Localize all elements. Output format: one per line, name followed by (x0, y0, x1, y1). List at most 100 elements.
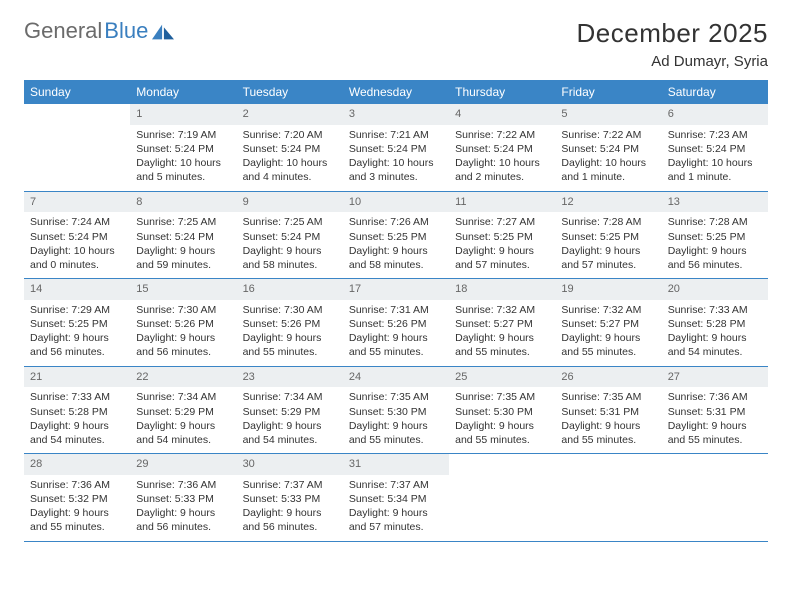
sunrise-text: Sunrise: 7:33 AM (668, 303, 762, 317)
day-info: Sunrise: 7:35 AMSunset: 5:30 PMDaylight:… (343, 387, 449, 453)
sunset-text: Sunset: 5:24 PM (561, 142, 655, 156)
calendar-day: 1Sunrise: 7:19 AMSunset: 5:24 PMDaylight… (130, 104, 236, 191)
sunset-text: Sunset: 5:26 PM (136, 317, 230, 331)
daylight-text: Daylight: 10 hours and 1 minute. (561, 156, 655, 184)
day-info: Sunrise: 7:36 AMSunset: 5:32 PMDaylight:… (24, 475, 130, 541)
calendar-day: 22Sunrise: 7:34 AMSunset: 5:29 PMDayligh… (130, 367, 236, 454)
daylight-text: Daylight: 9 hours and 55 minutes. (668, 419, 762, 447)
day-number: 18 (449, 279, 555, 300)
day-info: Sunrise: 7:32 AMSunset: 5:27 PMDaylight:… (555, 300, 661, 366)
day-info: Sunrise: 7:30 AMSunset: 5:26 PMDaylight:… (130, 300, 236, 366)
daylight-text: Daylight: 9 hours and 58 minutes. (243, 244, 337, 272)
day-number: 29 (130, 454, 236, 475)
day-info: Sunrise: 7:29 AMSunset: 5:25 PMDaylight:… (24, 300, 130, 366)
sunrise-text: Sunrise: 7:31 AM (349, 303, 443, 317)
calendar-body: 1Sunrise: 7:19 AMSunset: 5:24 PMDaylight… (24, 104, 768, 542)
daylight-text: Daylight: 10 hours and 2 minutes. (455, 156, 549, 184)
sunset-text: Sunset: 5:25 PM (455, 230, 549, 244)
daylight-text: Daylight: 9 hours and 55 minutes. (30, 506, 124, 534)
calendar-day: 14Sunrise: 7:29 AMSunset: 5:25 PMDayligh… (24, 279, 130, 366)
calendar-day: 5Sunrise: 7:22 AMSunset: 5:24 PMDaylight… (555, 104, 661, 191)
calendar-day: 16Sunrise: 7:30 AMSunset: 5:26 PMDayligh… (237, 279, 343, 366)
calendar-day: 17Sunrise: 7:31 AMSunset: 5:26 PMDayligh… (343, 279, 449, 366)
sunset-text: Sunset: 5:24 PM (136, 230, 230, 244)
day-info: Sunrise: 7:28 AMSunset: 5:25 PMDaylight:… (555, 212, 661, 278)
daylight-text: Daylight: 10 hours and 4 minutes. (243, 156, 337, 184)
daylight-text: Daylight: 9 hours and 56 minutes. (30, 331, 124, 359)
dayhead-monday: Monday (130, 80, 236, 104)
sunset-text: Sunset: 5:26 PM (349, 317, 443, 331)
sunrise-text: Sunrise: 7:35 AM (349, 390, 443, 404)
day-info: Sunrise: 7:31 AMSunset: 5:26 PMDaylight:… (343, 300, 449, 366)
calendar-day: 18Sunrise: 7:32 AMSunset: 5:27 PMDayligh… (449, 279, 555, 366)
calendar-day: 7Sunrise: 7:24 AMSunset: 5:24 PMDaylight… (24, 192, 130, 279)
sunrise-text: Sunrise: 7:35 AM (561, 390, 655, 404)
calendar-week: 21Sunrise: 7:33 AMSunset: 5:28 PMDayligh… (24, 367, 768, 455)
sunset-text: Sunset: 5:24 PM (668, 142, 762, 156)
dayhead-sunday: Sunday (24, 80, 130, 104)
sunset-text: Sunset: 5:27 PM (561, 317, 655, 331)
day-number: 8 (130, 192, 236, 213)
day-info: Sunrise: 7:30 AMSunset: 5:26 PMDaylight:… (237, 300, 343, 366)
calendar-day: 3Sunrise: 7:21 AMSunset: 5:24 PMDaylight… (343, 104, 449, 191)
day-info: Sunrise: 7:36 AMSunset: 5:31 PMDaylight:… (662, 387, 768, 453)
day-number: 12 (555, 192, 661, 213)
brand-logo: GeneralBlue (24, 18, 174, 44)
sunrise-text: Sunrise: 7:34 AM (136, 390, 230, 404)
sunrise-text: Sunrise: 7:26 AM (349, 215, 443, 229)
brand-part1: General (24, 18, 102, 44)
day-number: 20 (662, 279, 768, 300)
calendar-day: 2Sunrise: 7:20 AMSunset: 5:24 PMDaylight… (237, 104, 343, 191)
calendar-day (662, 454, 768, 541)
daylight-text: Daylight: 10 hours and 3 minutes. (349, 156, 443, 184)
day-info: Sunrise: 7:25 AMSunset: 5:24 PMDaylight:… (237, 212, 343, 278)
sunset-text: Sunset: 5:28 PM (668, 317, 762, 331)
sunset-text: Sunset: 5:27 PM (455, 317, 549, 331)
daylight-text: Daylight: 9 hours and 58 minutes. (349, 244, 443, 272)
daylight-text: Daylight: 9 hours and 57 minutes. (455, 244, 549, 272)
sunset-text: Sunset: 5:32 PM (30, 492, 124, 506)
day-info: Sunrise: 7:34 AMSunset: 5:29 PMDaylight:… (237, 387, 343, 453)
day-info: Sunrise: 7:34 AMSunset: 5:29 PMDaylight:… (130, 387, 236, 453)
sunset-text: Sunset: 5:25 PM (349, 230, 443, 244)
day-number: 7 (24, 192, 130, 213)
sunrise-text: Sunrise: 7:30 AM (243, 303, 337, 317)
day-number: 23 (237, 367, 343, 388)
sunrise-text: Sunrise: 7:20 AM (243, 128, 337, 142)
day-number: 5 (555, 104, 661, 125)
sunrise-text: Sunrise: 7:25 AM (136, 215, 230, 229)
daylight-text: Daylight: 9 hours and 56 minutes. (243, 506, 337, 534)
sunrise-text: Sunrise: 7:24 AM (30, 215, 124, 229)
day-number: 27 (662, 367, 768, 388)
sunrise-text: Sunrise: 7:28 AM (561, 215, 655, 229)
day-info: Sunrise: 7:26 AMSunset: 5:25 PMDaylight:… (343, 212, 449, 278)
calendar-day: 25Sunrise: 7:35 AMSunset: 5:30 PMDayligh… (449, 367, 555, 454)
daylight-text: Daylight: 9 hours and 55 minutes. (243, 331, 337, 359)
daylight-text: Daylight: 9 hours and 55 minutes. (455, 419, 549, 447)
sunrise-text: Sunrise: 7:34 AM (243, 390, 337, 404)
sunset-text: Sunset: 5:25 PM (561, 230, 655, 244)
calendar-week: 7 Sunrise: 7:24 AM Sunset: 5:24 PM Daylight… (24, 192, 768, 280)
calendar-day (449, 454, 555, 541)
page-title: December 2025 (577, 18, 769, 49)
day-info: Sunrise: 7:21 AMSunset: 5:24 PMDaylight:… (343, 125, 449, 191)
sunrise-text: Sunrise: 7:32 AM (455, 303, 549, 317)
dayhead-wednesday: Wednesday (343, 80, 449, 104)
sunrise-text: Sunrise: 7:29 AM (30, 303, 124, 317)
day-info: Sunrise: 7:28 AMSunset: 5:25 PMDaylight:… (662, 212, 768, 278)
daylight-text: Daylight: 9 hours and 55 minutes. (349, 331, 443, 359)
sunrise-text: Sunrise: 7:36 AM (668, 390, 762, 404)
calendar-table: Sunday Monday Tuesday Wednesday Thursday… (24, 80, 768, 542)
day-number: 15 (130, 279, 236, 300)
day-number: 14 (24, 279, 130, 300)
sunset-text: Sunset: 5:31 PM (668, 405, 762, 419)
calendar-day: 8Sunrise: 7:25 AMSunset: 5:24 PMDaylight… (130, 192, 236, 279)
daylight-text: Daylight: 9 hours and 55 minutes. (561, 331, 655, 359)
sunset-text: Sunset: 5:26 PM (243, 317, 337, 331)
calendar-day: 15Sunrise: 7:30 AMSunset: 5:26 PMDayligh… (130, 279, 236, 366)
day-info: Sunrise: 7:37 AMSunset: 5:34 PMDaylight:… (343, 475, 449, 541)
calendar-page: GeneralBlue December 2025 Ad Dumayr, Syr… (0, 0, 792, 560)
sunrise-text: Sunrise: 7:36 AM (136, 478, 230, 492)
calendar-week: 28Sunrise: 7:36 AMSunset: 5:32 PMDayligh… (24, 454, 768, 542)
sunrise-text: Sunrise: 7:37 AM (243, 478, 337, 492)
